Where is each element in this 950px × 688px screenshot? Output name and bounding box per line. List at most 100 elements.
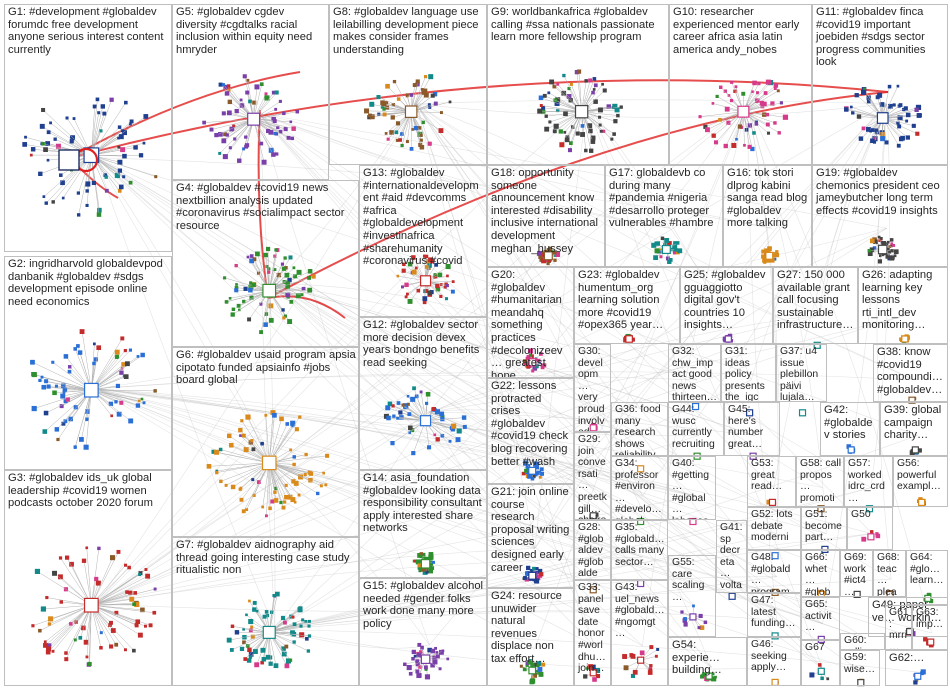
node <box>241 433 246 438</box>
group-label: G45: here's number great… <box>728 404 764 450</box>
node <box>249 254 254 258</box>
node <box>132 648 136 653</box>
node <box>888 103 893 109</box>
group-label: G41: sp decreta… volta as aulas… <box>720 522 743 592</box>
node <box>861 126 866 131</box>
edge <box>91 116 146 156</box>
hub-node <box>771 632 779 640</box>
hub-node <box>813 341 821 349</box>
node <box>704 127 710 133</box>
node <box>292 455 296 459</box>
node <box>622 654 628 659</box>
highlight-edge <box>267 295 346 319</box>
node <box>782 114 789 120</box>
group-label: G30: developm… very proud involved impor… <box>578 346 605 431</box>
hub-node <box>589 512 597 520</box>
group-label: G1: #development #globaldev forumdc free… <box>8 6 164 56</box>
node <box>55 143 61 149</box>
node <box>118 184 124 190</box>
edge <box>91 548 100 606</box>
node <box>79 437 84 442</box>
node <box>47 622 52 626</box>
hub-node <box>689 613 697 621</box>
edge <box>96 157 276 465</box>
node <box>601 82 604 86</box>
node <box>437 272 443 278</box>
node <box>114 172 120 179</box>
node <box>406 292 409 296</box>
node <box>117 159 123 165</box>
node <box>856 114 862 119</box>
node <box>43 643 48 648</box>
node <box>85 189 89 193</box>
node <box>103 173 108 177</box>
node <box>610 137 614 141</box>
hub-node <box>528 358 537 367</box>
node <box>138 153 144 158</box>
node <box>765 122 770 127</box>
node <box>248 628 253 633</box>
edge <box>96 157 918 436</box>
node <box>381 101 387 107</box>
edge <box>429 103 888 646</box>
edge <box>274 487 872 630</box>
hub-node <box>528 571 537 580</box>
group-cell-g23: G23: #globaldev humentum_org learning so… <box>574 267 680 344</box>
edge <box>269 455 328 464</box>
node <box>249 258 255 264</box>
node <box>307 634 312 638</box>
node <box>400 143 404 148</box>
edge <box>429 411 823 624</box>
edge <box>750 103 888 381</box>
node <box>84 417 89 422</box>
node <box>398 410 403 415</box>
node <box>128 418 134 424</box>
edge <box>882 115 920 119</box>
edge <box>642 103 748 646</box>
node <box>87 661 92 667</box>
node <box>881 240 887 247</box>
edge <box>91 106 104 156</box>
edge <box>274 576 777 630</box>
node <box>630 337 635 342</box>
hub-node <box>865 505 874 513</box>
node <box>773 83 779 88</box>
edge <box>274 464 430 646</box>
node <box>562 73 566 78</box>
node <box>226 84 231 88</box>
node <box>281 505 286 510</box>
node <box>432 655 437 661</box>
node <box>423 88 428 93</box>
node <box>273 498 279 503</box>
node <box>289 120 293 124</box>
node <box>99 129 103 133</box>
node <box>418 665 422 669</box>
node <box>110 628 116 633</box>
node <box>413 559 417 563</box>
edge <box>91 604 138 622</box>
edge <box>268 462 271 509</box>
edge <box>43 155 92 197</box>
node <box>85 546 89 550</box>
node <box>451 280 455 284</box>
node <box>567 148 573 153</box>
node <box>73 347 77 351</box>
node <box>53 137 57 141</box>
node <box>44 379 49 384</box>
highlight-edge <box>257 109 269 299</box>
edge <box>96 157 643 496</box>
node <box>398 138 402 142</box>
node <box>290 420 296 426</box>
node <box>120 147 126 153</box>
group-label: G5: #globaldev cgdev diversity #cgdtalks… <box>176 6 313 56</box>
node <box>422 296 428 301</box>
node <box>590 135 596 141</box>
node <box>424 265 429 269</box>
node <box>67 369 72 374</box>
node <box>539 467 544 472</box>
node <box>92 342 96 346</box>
node <box>291 479 296 484</box>
group-label: G54: experie… building… <box>672 639 722 677</box>
node <box>64 657 69 662</box>
group-label: G6: #globaldev usaid program apsia cipot… <box>176 349 356 387</box>
